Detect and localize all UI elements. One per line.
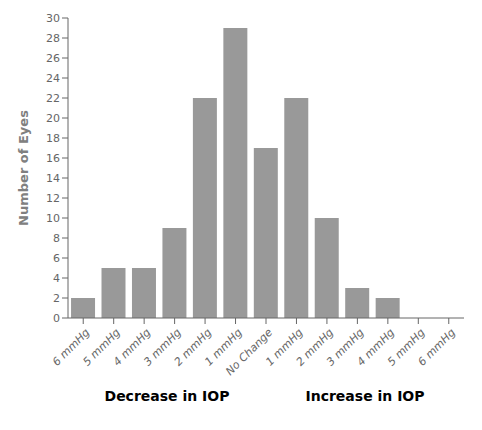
svg-text:12: 12 — [46, 192, 60, 205]
svg-text:28: 28 — [46, 32, 60, 45]
svg-text:0: 0 — [53, 312, 60, 325]
svg-text:5 mmHg: 5 mmHg — [80, 326, 123, 369]
svg-text:26: 26 — [46, 52, 60, 65]
svg-text:6 mmHg: 6 mmHg — [415, 326, 458, 369]
svg-text:2 mmHg: 2 mmHg — [293, 326, 337, 369]
svg-text:6 mmHg: 6 mmHg — [49, 326, 93, 369]
svg-text:18: 18 — [46, 132, 60, 145]
svg-text:16: 16 — [46, 152, 60, 165]
svg-text:1 mmHg: 1 mmHg — [202, 326, 245, 369]
svg-text:20: 20 — [46, 112, 60, 125]
svg-text:14: 14 — [46, 172, 60, 185]
svg-text:2 mmHg: 2 mmHg — [171, 326, 215, 369]
html-text:Decrease in IOP: Decrease in IOP — [104, 388, 230, 404]
svg-text:Number of Eyes: Number of Eyes — [16, 110, 31, 226]
svg-text:2: 2 — [53, 292, 60, 305]
svg-text:6: 6 — [53, 252, 60, 265]
svg-text:3 mmHg: 3 mmHg — [324, 326, 367, 369]
html-text:Increase in IOP: Increase in IOP — [305, 388, 425, 404]
svg-text:No Change: No Change — [223, 326, 275, 378]
svg-text:10: 10 — [46, 212, 60, 225]
svg-text:30: 30 — [46, 12, 60, 25]
svg-text:4 mmHg: 4 mmHg — [354, 326, 397, 369]
svg-text:4 mmHg: 4 mmHg — [110, 326, 154, 369]
svg-text:4: 4 — [53, 272, 60, 285]
svg-text:8: 8 — [53, 232, 60, 245]
svg-text:24: 24 — [46, 72, 60, 85]
svg-text:1 mmHg: 1 mmHg — [263, 326, 306, 369]
svg-text:22: 22 — [46, 92, 60, 105]
svg-text:3 mmHg: 3 mmHg — [141, 326, 184, 369]
svg-text:5 mmHg: 5 mmHg — [384, 326, 428, 369]
